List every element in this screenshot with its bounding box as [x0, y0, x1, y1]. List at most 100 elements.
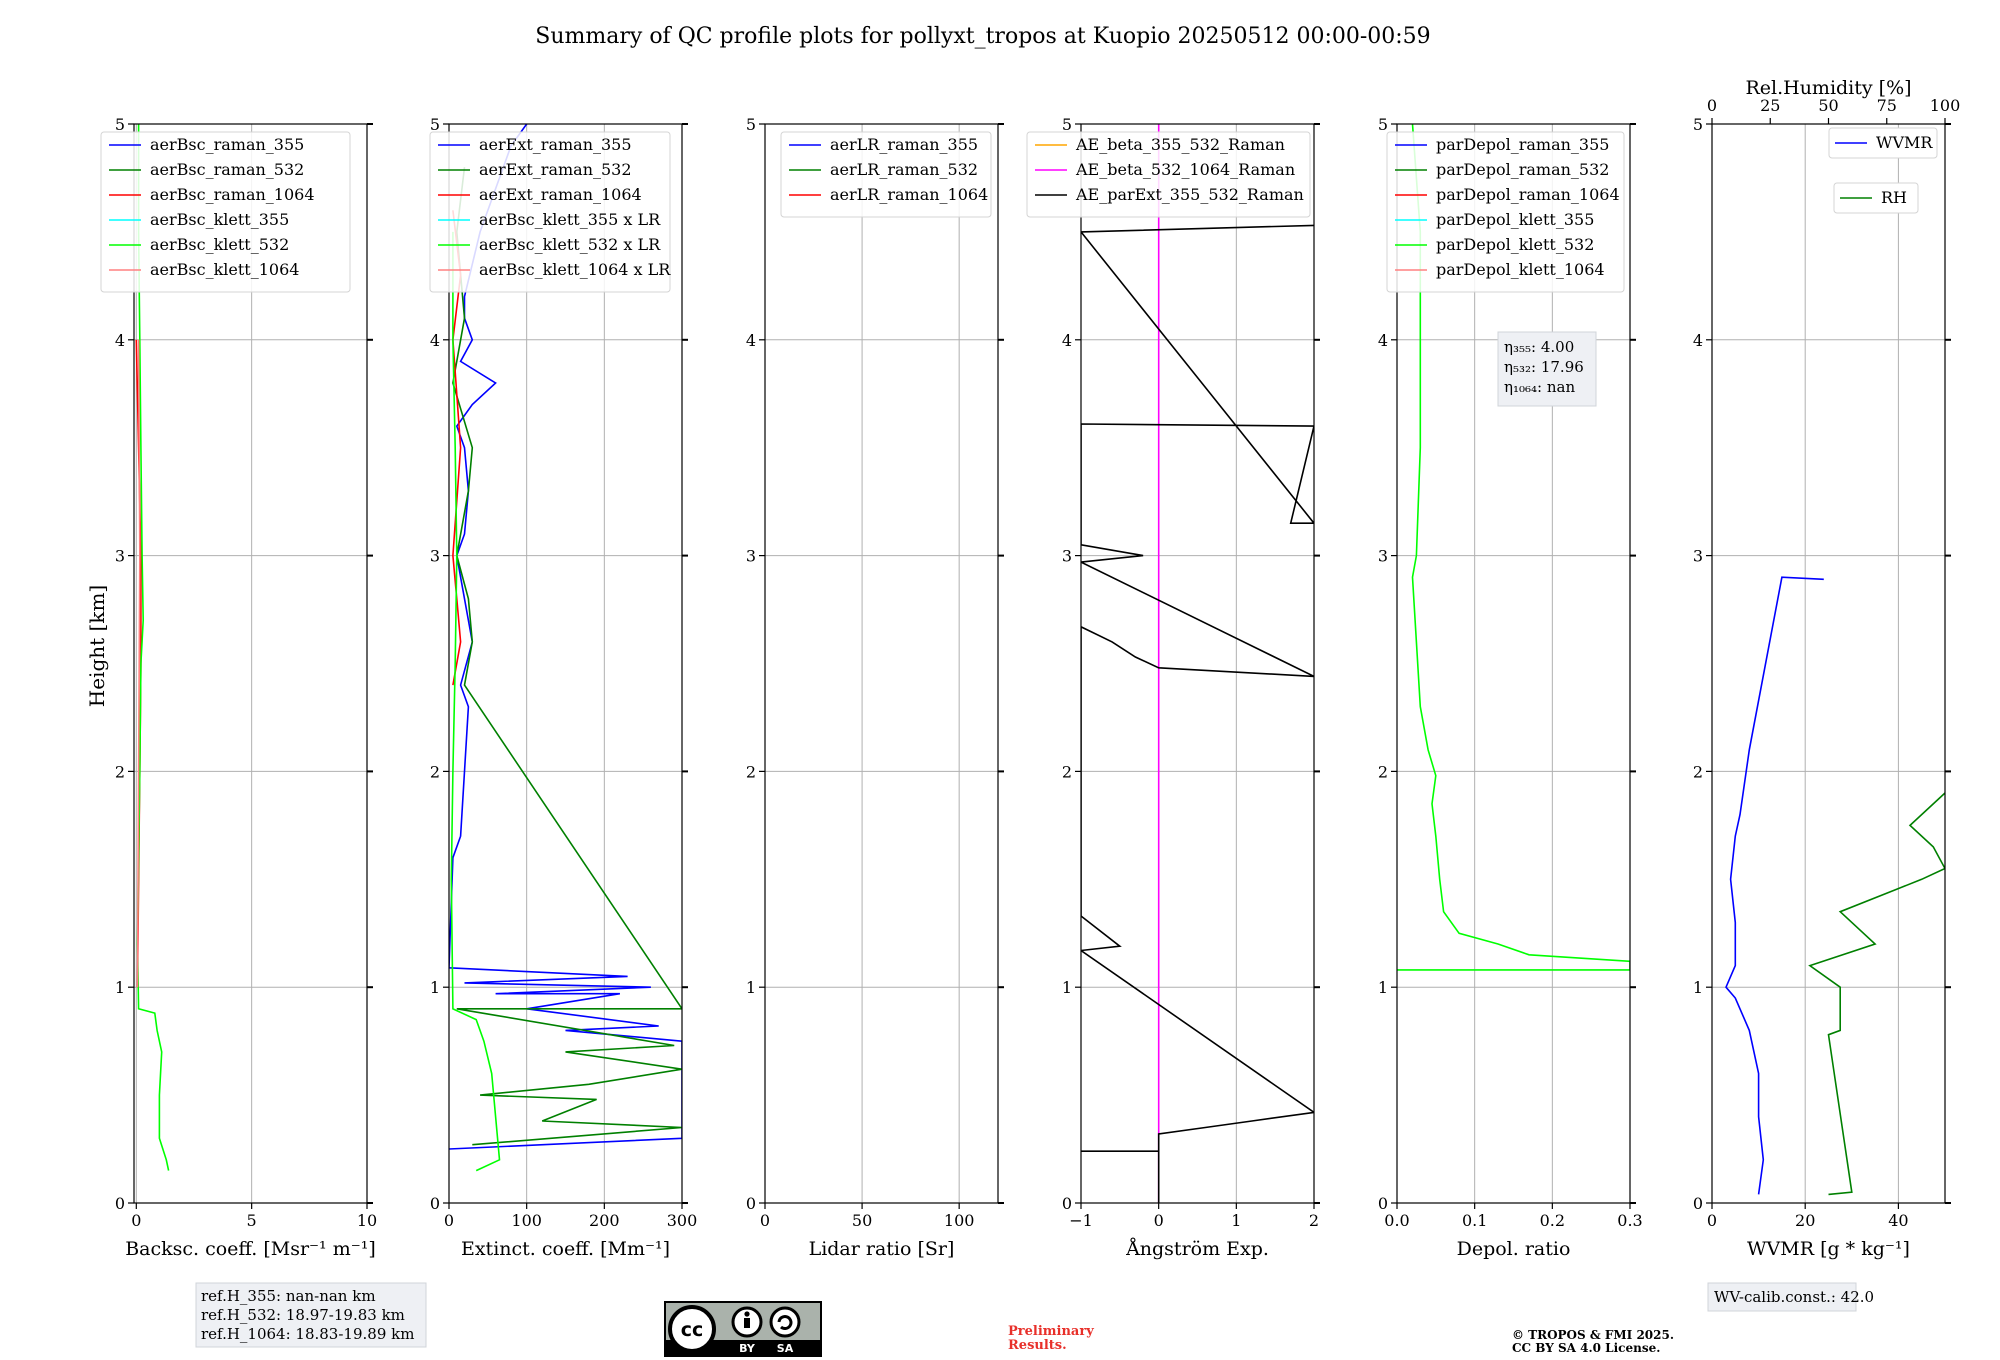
preliminary-line-2: Results.: [1008, 1338, 1067, 1353]
cc-by-label: BY: [739, 1342, 756, 1355]
y-tick-label: 4: [1062, 331, 1072, 350]
top-x-tick-label: 100: [1930, 96, 1961, 115]
x-tick-label: 10: [357, 1211, 377, 1230]
y-tick-label: 0: [1062, 1194, 1072, 1213]
x-tick-label: 50: [852, 1211, 872, 1230]
x-axis-label: Depol. ratio: [1457, 1238, 1571, 1260]
y-tick-label: 5: [1378, 115, 1388, 134]
x-tick-label: 0: [1707, 1211, 1717, 1230]
y-tick-label: 1: [115, 978, 125, 997]
legend-entry: RH: [1881, 188, 1907, 207]
y-tick-label: 3: [746, 547, 756, 566]
y-tick-label: 2: [115, 762, 125, 781]
y-tick-label: 5: [1062, 115, 1072, 134]
legend-entry: aerBsc_klett_1064 x LR: [479, 260, 671, 279]
legend-entry: aerExt_raman_1064: [479, 185, 642, 204]
sa-icon-arrow: [777, 1315, 793, 1330]
y-axis-label: Height [km]: [85, 585, 109, 707]
wv-calib-const: WV-calib.const.: 42.0: [1714, 1288, 1874, 1306]
y-tick-label: 4: [115, 331, 125, 350]
x-axis-label: Backsc. coeff. [Msr⁻¹ m⁻¹]: [125, 1238, 376, 1260]
eta-annotation-box: [1497, 331, 1597, 407]
preliminary-line-1: Preliminary: [1008, 1324, 1094, 1339]
y-tick-label: 4: [746, 331, 756, 350]
axes-frame: [133, 123, 368, 1204]
x-axis-label: Ångström Exp.: [1125, 1238, 1269, 1260]
eta-value: η₁₀₆₄: nan: [1504, 378, 1575, 396]
legend-entry: parDepol_klett_532: [1436, 235, 1594, 254]
legend-entry: aerBsc_klett_355 x LR: [479, 210, 661, 229]
x-tick-label: −1: [1069, 1211, 1093, 1230]
top-x-axis-label: Rel.Humidity [%]: [1745, 77, 1911, 99]
x-tick-label: 20: [1795, 1211, 1815, 1230]
series-group: [449, 124, 682, 1172]
legend-box: [429, 131, 671, 293]
legend-entry: aerBsc_klett_532 x LR: [479, 235, 661, 254]
x-tick-label: 0.0: [1384, 1211, 1409, 1230]
series-group: [1081, 124, 1314, 1203]
y-tick-label: 3: [1062, 547, 1072, 566]
legend-entry: aerBsc_raman_532: [150, 160, 304, 179]
ref-h-532: ref.H_532: 18.97-19.83 km: [201, 1306, 405, 1324]
x-tick-label: 0: [444, 1211, 454, 1230]
x-axis-label: WVMR [g * kg⁻¹]: [1747, 1238, 1910, 1260]
y-tick-label: 2: [1693, 762, 1703, 781]
series-line-WVMR: [1725, 576, 1824, 1195]
y-tick-label: 5: [115, 115, 125, 134]
y-tick-label: 0: [1693, 1194, 1703, 1213]
legend-entry: AE_beta_532_1064_Raman: [1075, 160, 1295, 179]
axes-frame: [1711, 123, 1946, 1204]
legend-entry: aerExt_raman_532: [479, 160, 632, 179]
y-tick-label: 2: [430, 762, 440, 781]
series-line-RH: [1808, 792, 1945, 1196]
legend-box: [1828, 127, 1938, 159]
x-tick-label: 2: [1309, 1211, 1319, 1230]
figure-title: Summary of QC profile plots for pollyxt_…: [535, 24, 1430, 49]
top-x-tick-label: 75: [1877, 96, 1897, 115]
reference-height-box-bg: [195, 1282, 427, 1348]
y-tick-label: 3: [430, 547, 440, 566]
top-x-tick-label: 0: [1707, 96, 1717, 115]
series-group: [1725, 576, 1945, 1196]
legend-entry: aerBsc_klett_532: [150, 235, 289, 254]
y-tick-label: 4: [1693, 331, 1703, 350]
y-tick-label: 4: [430, 331, 440, 350]
x-tick-label: 0.3: [1617, 1211, 1642, 1230]
y-tick-label: 5: [430, 115, 440, 134]
legend-entry: aerBsc_klett_1064: [150, 260, 299, 279]
y-tick-label: 1: [1062, 978, 1072, 997]
y-tick-label: 0: [115, 1194, 125, 1213]
y-tick-label: 3: [1693, 547, 1703, 566]
legend-entry: WVMR: [1876, 133, 1933, 152]
series-line-aerBsc_klett_1064: [136, 339, 141, 988]
legend-entry: parDepol_raman_532: [1436, 160, 1609, 179]
top-x-tick-label: 25: [1760, 96, 1780, 115]
legend-box: [1026, 131, 1311, 218]
series-line-aerExt_raman_355: [449, 124, 682, 1150]
legend-entry: aerBsc_raman_355: [150, 135, 304, 154]
legend-entry: aerLR_raman_1064: [830, 185, 988, 204]
x-axis-label: Lidar ratio [Sr]: [809, 1238, 955, 1260]
by-icon-body: [744, 1318, 750, 1328]
y-tick-label: 1: [1693, 978, 1703, 997]
wv-calib-box: WV-calib.const.: 42.0: [1707, 1282, 1874, 1312]
legend-entry: AE_beta_355_532_Raman: [1075, 135, 1285, 154]
legend-entry: AE_parExt_355_532_Raman: [1075, 185, 1304, 204]
x-tick-label: 0.2: [1540, 1211, 1565, 1230]
y-tick-label: 0: [1378, 1194, 1388, 1213]
y-tick-label: 0: [746, 1194, 756, 1213]
y-tick-label: 1: [1378, 978, 1388, 997]
axes-frame: [1080, 123, 1315, 1204]
legend-entry: aerBsc_klett_355: [150, 210, 289, 229]
copyright-line-2: CC BY SA 4.0 License.: [1512, 1341, 1660, 1355]
y-tick-label: 2: [1378, 762, 1388, 781]
axes-frame: [764, 123, 999, 1204]
ref-h-1064: ref.H_1064: 18.83-19.89 km: [201, 1325, 414, 1343]
cc-sa-label: SA: [777, 1342, 794, 1355]
legend-entry: parDepol_klett_355: [1436, 210, 1594, 229]
copyright-line-1: © TROPOS & FMI 2025.: [1512, 1328, 1674, 1342]
